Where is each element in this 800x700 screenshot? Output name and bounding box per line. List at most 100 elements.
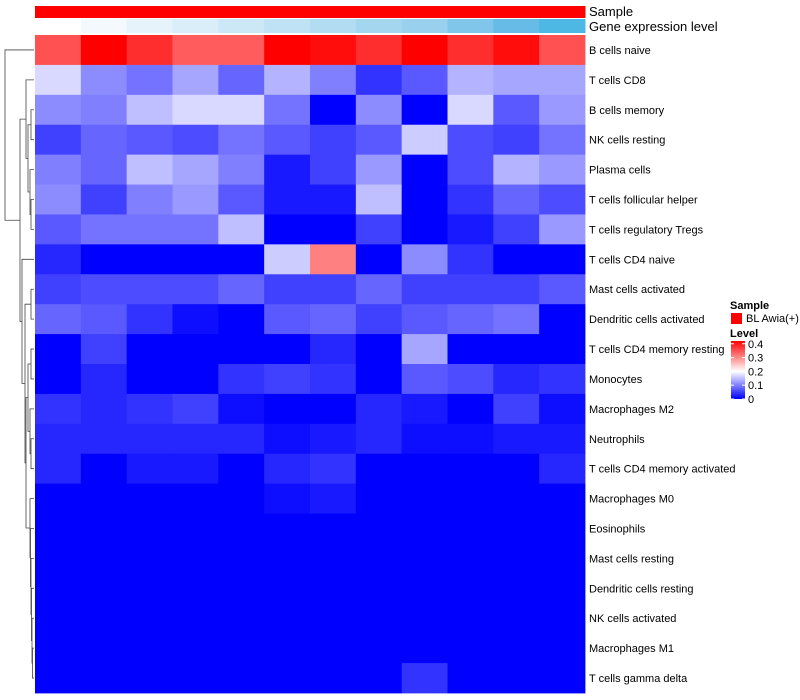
heatmap-cell	[172, 124, 219, 156]
row-label: Macrophages M0	[589, 494, 674, 506]
legend-tick-label: 0.3	[748, 353, 763, 365]
heatmap-cell	[493, 393, 540, 425]
heatmap-cell	[35, 334, 82, 365]
heatmap-cell	[493, 214, 540, 245]
row-label: Neutrophils	[589, 434, 645, 446]
row-label: T cells CD4 naive	[589, 254, 675, 266]
annotation-gene_expression-cell	[447, 19, 494, 33]
heatmap-cell	[80, 334, 128, 365]
heatmap-cell	[126, 633, 173, 664]
row-dendrogram	[4, 49, 34, 679]
heatmap-cell	[310, 124, 357, 156]
heatmap-cell	[35, 393, 82, 425]
heatmap-cell	[126, 154, 173, 185]
heatmap-cell	[172, 274, 219, 305]
row-label: T cells follicular helper	[589, 195, 698, 207]
heatmap-cell	[172, 423, 219, 455]
heatmap-cell	[172, 633, 219, 664]
heatmap-cell	[264, 35, 311, 66]
heatmap-cell	[264, 513, 311, 544]
heatmap-cell	[35, 64, 82, 96]
heatmap-cell	[126, 124, 173, 156]
heatmap-cell	[80, 663, 128, 694]
heatmap-cell	[539, 124, 586, 156]
annotation-sample-cell	[355, 6, 403, 18]
dendrogram-branch	[25, 79, 34, 159]
heatmap-cell	[493, 633, 540, 664]
annotation-gene_expression-cell	[493, 19, 540, 33]
heatmap-cell	[310, 543, 357, 574]
heatmap-cell	[493, 423, 540, 455]
heatmap-cell	[310, 364, 357, 395]
heatmap-cell	[35, 244, 82, 275]
legend-tick-label: 0.1	[748, 380, 763, 392]
heatmap-cell	[447, 154, 494, 185]
heatmap-cell	[493, 304, 540, 335]
row-label: B cells naive	[589, 45, 651, 57]
heatmap-cell	[447, 543, 494, 574]
heatmap-cell	[355, 543, 403, 574]
row-label: Dendritic cells resting	[589, 583, 694, 595]
heatmap-cell	[126, 94, 173, 126]
row-label: Eosinophils	[589, 524, 646, 536]
heatmap-cell	[126, 393, 173, 425]
heatmap-cell	[172, 513, 219, 544]
heatmap-cell	[126, 603, 173, 634]
heatmap-cell	[355, 393, 403, 425]
heatmap-cell	[401, 453, 448, 485]
heatmap-cell	[218, 35, 265, 66]
legend-tick-label: 0.4	[748, 339, 763, 351]
dendrogram-branch	[30, 288, 34, 320]
heatmap-cell	[539, 274, 586, 305]
dendrogram-branch	[30, 438, 34, 470]
heatmap-cell	[264, 364, 311, 395]
legend-tick-label: 0	[748, 394, 754, 406]
annotation-sample-cell	[264, 6, 311, 18]
annotation-sample-cell	[310, 6, 357, 18]
heatmap-cell	[401, 124, 448, 156]
heatmap-cell	[218, 64, 265, 96]
row-label: NK cells resting	[589, 135, 665, 147]
heatmap-cell	[447, 35, 494, 66]
heatmap-cell	[172, 543, 219, 574]
heatmap-cell	[493, 573, 540, 604]
annotation-label-gene-expression: Gene expression level	[589, 19, 718, 34]
heatmap-cell	[401, 154, 448, 185]
heatmap-cell	[80, 573, 128, 604]
heatmap-cell	[35, 184, 82, 215]
legend: Sample BL Awia(+) Level 0.4 0.30.2 0.1 0	[730, 300, 799, 406]
heatmap-cell	[172, 64, 219, 96]
heatmap-cell	[172, 35, 219, 66]
heatmap-cell	[80, 364, 128, 395]
heatmap-cell	[355, 633, 403, 664]
heatmap-cell	[126, 364, 173, 395]
row-label: T cells CD4 memory activated	[589, 464, 736, 476]
dendrogram-branch	[30, 109, 34, 141]
heatmap-cell	[172, 453, 219, 485]
heatmap-cell	[35, 154, 82, 185]
heatmap-cell	[35, 304, 82, 335]
annotation-sample-cell	[447, 6, 494, 18]
heatmap-cell	[218, 184, 265, 215]
heatmap-cell	[218, 393, 265, 425]
heatmap-cell	[447, 64, 494, 96]
heatmap-cell	[493, 184, 540, 215]
heatmap-cell	[310, 334, 357, 365]
heatmap-cell	[401, 423, 448, 455]
heatmap-cell	[310, 483, 357, 514]
heatmap-cell	[401, 633, 448, 664]
heatmap-cell	[126, 214, 173, 245]
heatmap-cell	[310, 184, 357, 215]
heatmap-cell	[447, 603, 494, 634]
heatmap-cell	[126, 573, 173, 604]
heatmap-cell	[80, 124, 128, 156]
row-label: T cells gamma delta	[589, 673, 688, 685]
heatmap-cell	[401, 663, 448, 694]
legend-sample-swatch	[731, 313, 742, 324]
dendrogram-branch	[27, 124, 31, 193]
row-label: Mast cells activated	[589, 284, 685, 296]
heatmap-cell	[447, 274, 494, 305]
heatmap-cell	[80, 453, 128, 485]
heatmap-cell	[80, 154, 128, 185]
heatmap-cell	[310, 663, 357, 694]
